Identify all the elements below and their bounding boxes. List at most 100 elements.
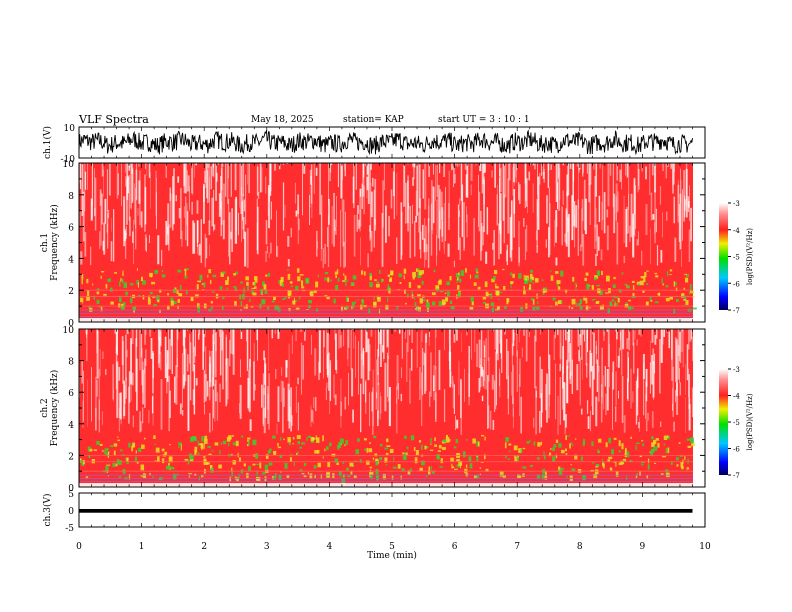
ch2-spec-heat-streak — [633, 331, 635, 342]
ch1-spec-heat-streak — [545, 239, 547, 248]
ch1-spec-heat-streak — [682, 189, 683, 241]
ch1-spec-heat-band — [594, 275, 599, 279]
ch2-spec-heat-band — [187, 459, 190, 465]
ch1-spec-heat-band — [437, 280, 442, 285]
ch1-spec-heat-streak — [595, 254, 597, 266]
ch2-spec-heat-band — [505, 455, 507, 459]
ch1-spec-heat-band — [246, 281, 249, 286]
ch1-spec-heat-band — [597, 288, 601, 294]
ch1-spec-heat-streak — [432, 185, 434, 234]
ch2-spec-heat-streak — [350, 329, 352, 370]
ch1-spec-heat-streak — [208, 220, 211, 236]
ch1-spec-heat-streak — [518, 182, 520, 201]
ch2-spec-heat-streak — [579, 329, 580, 359]
ch1-spec-heat-band — [142, 280, 146, 285]
ch2-spec-heat-streak — [688, 374, 690, 409]
ch1-spec-heat-band — [506, 298, 510, 303]
ch2-spec-heat-streak — [142, 361, 144, 393]
ch2-spec-heat-streak — [617, 355, 620, 368]
ch2-spec-heat-band — [309, 473, 313, 479]
ch1-spec-heat-streak — [548, 227, 550, 258]
ch1-spec-heat-band — [403, 275, 405, 280]
ch1-spec-heat-streak — [128, 164, 130, 171]
ch1-spec-heat-band — [628, 306, 632, 311]
ch2-spec-heat-streak — [492, 419, 495, 431]
ch2-spec-heat-band — [582, 475, 586, 481]
ch2-spec-heat-streak — [328, 352, 330, 391]
ch2-spec-heat-band — [246, 472, 249, 479]
ch2-spec-heat-band — [333, 453, 335, 456]
ch1-spec-heat-band — [260, 288, 263, 295]
ch1-spec-heat-band — [399, 281, 402, 284]
ch1-spec-heat-band — [614, 300, 617, 304]
ch1-spec-heat-streak — [524, 163, 526, 209]
ch2-spec-heat-streak — [118, 407, 120, 432]
ch1-spec-heat-streak — [336, 196, 337, 228]
ch2-spec-heat-streak — [377, 382, 380, 419]
ch2-spec-heat-band — [220, 442, 222, 445]
ch1-spec-heat-band — [347, 297, 349, 302]
ch1-spec-heat-band — [114, 271, 117, 274]
ch2-spec-heat-streak — [368, 344, 371, 372]
ch1-spec-heat-band — [495, 283, 497, 288]
ch1-spec-heat-streak — [678, 204, 681, 242]
ch1-spec-heat-band — [599, 305, 604, 310]
ch1-spec-heat-streak — [641, 250, 643, 266]
ch2-spec-heat-band — [651, 442, 655, 448]
ch1-spec-heat-streak — [369, 225, 371, 232]
ch2-spec-heat-band — [93, 449, 98, 451]
ch2-spec-heat-band — [570, 464, 572, 466]
ch1-spec-heat-band — [584, 277, 588, 282]
ch2-spec-heat-streak — [145, 349, 147, 366]
ch2-spec-heat-streak — [247, 369, 249, 411]
ch2-spec-heat-band — [154, 443, 157, 445]
ch2-spec-heat-band — [214, 442, 219, 446]
ch1-spec-heat-streak — [359, 188, 362, 197]
ch2-spec-heat-band — [540, 441, 543, 446]
ch2-spec-heat-streak — [197, 334, 200, 340]
ch1-spec-heat-band — [376, 281, 379, 284]
ch1-spec-heat-band — [417, 268, 420, 271]
ch1-spec-heat-streak — [104, 198, 107, 224]
ch2-spec-heat-streak — [229, 339, 231, 367]
ch1-spec-heat-band — [123, 282, 127, 289]
ch1-spec-heat-band — [439, 291, 444, 293]
ch2-spec-heat-streak — [225, 358, 227, 407]
ch1-spec-heat-band — [373, 295, 375, 301]
ch1-spec-heat-streak — [428, 163, 430, 178]
ch2-spec-heat-band — [536, 457, 540, 460]
ch1-spec-heat-streak — [659, 185, 662, 205]
ch1-spec-heat-streak — [243, 199, 246, 212]
ch1-spec-heat-band — [121, 306, 125, 311]
ch1-spec-heat-band — [288, 307, 291, 312]
ch2-spec-heat-band — [324, 448, 326, 452]
ch2-spec-heat-streak — [263, 407, 266, 434]
ch2-spec-heat-band — [610, 467, 613, 471]
ch2-spec-heat-streak — [587, 416, 590, 429]
ch1-spec-heat-streak — [276, 210, 277, 257]
ch1-spec-heat-band — [161, 270, 164, 273]
ch2-spec-heat-streak — [448, 329, 450, 344]
ch2-spec-heat-streak — [579, 334, 582, 346]
ch2-spec-heat-streak — [168, 329, 169, 370]
ch1-spec-heat-streak — [282, 182, 285, 231]
ch1-spec-heat-streak — [512, 167, 514, 196]
ch1-spec-heat-band — [422, 270, 425, 274]
ch2-spec-heat-band — [197, 440, 199, 447]
ch1-spec-heat-band — [689, 283, 692, 290]
ch1-spec-heat-band — [369, 282, 373, 288]
ch1-spec-heat-streak — [493, 229, 495, 266]
ch2-spec-heat-band — [357, 438, 360, 442]
ch1-spec-heat-band — [469, 274, 472, 279]
ch1-spec-heat-band — [157, 299, 160, 303]
ch1-spec-heat-band — [176, 289, 179, 295]
ch2-spec-ytick-label: 6 — [68, 389, 74, 399]
ch2-spec-heat-streak — [325, 387, 327, 400]
ch2-spec-heat-band — [476, 456, 478, 458]
ch1-spec-heat-band — [530, 270, 533, 273]
ch2-spec-heat-band — [446, 434, 449, 438]
ch1-spec-heat-streak — [555, 257, 558, 266]
ch2-spec-heat-band — [441, 447, 446, 450]
ch2-spec-heat-band — [574, 438, 577, 440]
ch1-spec-heat-streak — [125, 176, 127, 187]
